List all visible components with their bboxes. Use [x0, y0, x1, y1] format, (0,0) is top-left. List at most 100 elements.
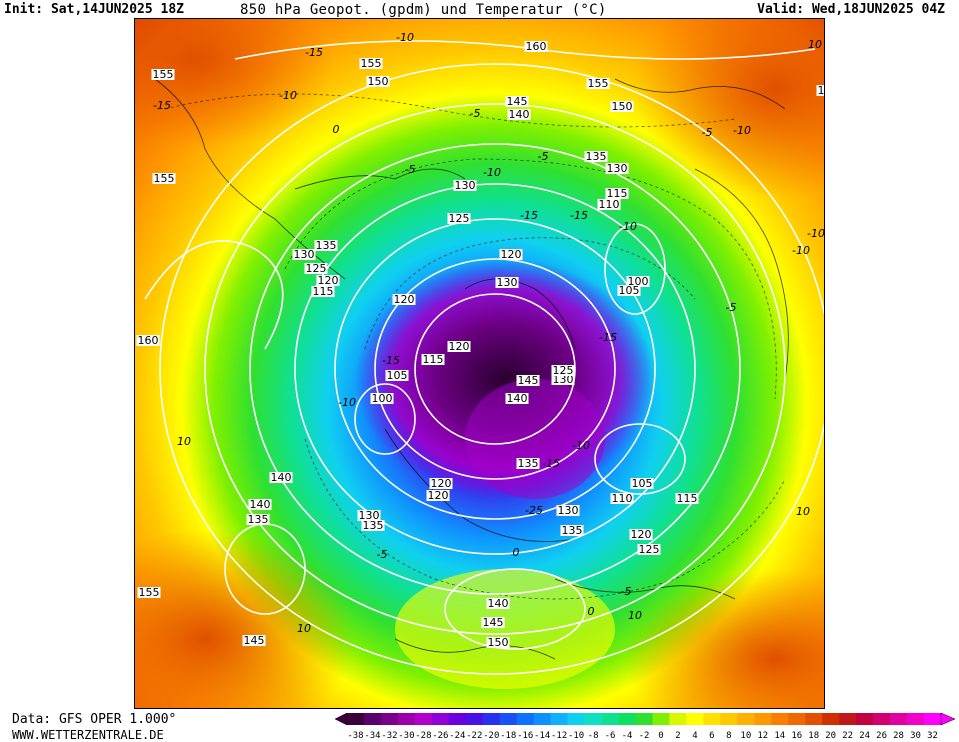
color-scale-bars: [335, 712, 956, 726]
scale-tick-label: 30: [910, 731, 921, 741]
data-source: Data: GFS OPER 1.000°: [12, 712, 177, 727]
scale-tick-label: -4: [622, 731, 633, 741]
scale-tick-label: -8: [588, 731, 599, 741]
geopotential-label-box: [246, 514, 270, 525]
geopotential-label: 135: [248, 513, 269, 526]
geopotential-label: 155: [139, 586, 160, 599]
temperature-label: -5: [726, 301, 737, 314]
scale-tick-label: 28: [893, 731, 904, 741]
geopotential-label-box: [605, 163, 629, 174]
temperature-label: -25: [525, 504, 543, 517]
geopotential-label-box: [516, 458, 540, 469]
scale-color-bin: [567, 713, 585, 725]
geopotential-label: 135: [316, 239, 337, 252]
geopotential-label: 120: [631, 528, 652, 541]
geopotential-label: 120: [394, 293, 415, 306]
temperature-label: -15: [599, 331, 617, 344]
warm-tongue-south: [395, 569, 615, 689]
scale-color-bin: [414, 713, 433, 725]
warm-area-sw: [135, 529, 355, 708]
scale-color-bin: [771, 713, 789, 725]
geopotential-label-box: [556, 505, 580, 516]
temperature-label: -10: [572, 439, 590, 452]
temperature-label: -15: [542, 457, 560, 470]
geopotential-label-box: [586, 78, 610, 89]
scale-color-bin: [448, 713, 467, 725]
scale-color-bin: [873, 713, 891, 725]
scale-color-bin: [380, 713, 399, 725]
scale-tick-label: -16: [517, 731, 533, 741]
geopotential-label: 130: [558, 504, 579, 517]
geopotential-label: 1: [818, 84, 825, 97]
geopotential-label-box: [385, 370, 409, 381]
scale-tick-label: 16: [791, 731, 802, 741]
temperature-label: 0: [588, 605, 595, 618]
scale-color-bin: [686, 713, 704, 725]
geopotential-label: 150: [612, 100, 633, 113]
geopotential-label-box: [316, 275, 340, 286]
geopotential-label-box: [610, 101, 634, 112]
geopotential-label-box: [248, 499, 272, 510]
scale-color-bin: [890, 713, 908, 725]
geopotential-label: 105: [387, 369, 408, 382]
geopotential-label: 155: [361, 57, 382, 70]
warm-area-se: [625, 569, 824, 708]
geopotential-label: 155: [154, 172, 175, 185]
temperature-label: 10: [796, 505, 810, 518]
temperature-label: -10: [619, 220, 637, 233]
scale-color-bin: [669, 713, 687, 725]
scale-color-bin: [839, 713, 857, 725]
geopotential-label-box: [311, 286, 335, 297]
scale-tick-label: -22: [466, 731, 482, 741]
geopotential-label-box: [429, 478, 453, 489]
geopotential-label-box: [447, 341, 471, 352]
geopotential-label-box: [486, 637, 510, 648]
temperature-label: -10: [396, 31, 414, 44]
geopotential-label: 160: [138, 334, 159, 347]
geopotential-label: 130: [359, 509, 380, 522]
chart-title: 850 hPa Geopot. (gpdm) und Temperatur (°…: [240, 2, 607, 18]
warm-area-ne: [635, 19, 824, 199]
temperature-label: -10: [733, 124, 751, 137]
geopotential-label: 135: [562, 524, 583, 537]
temperature-label: -15: [382, 354, 400, 367]
scale-color-bin: [822, 713, 840, 725]
temperature-label: -5: [621, 585, 632, 598]
geopotential-label-box: [357, 510, 381, 521]
geopotential-label: 115: [677, 492, 698, 505]
scale-arrow-right: [940, 712, 956, 726]
geopotential-label: 140: [507, 392, 528, 405]
geopotential-label-box: [370, 393, 394, 404]
temperature-label: -15: [153, 99, 171, 112]
weather-map: -15 -10 -15 -10 -5 0 -5 -10 -5 -15 -15 -10 -5 -10 -5 -1…: [134, 18, 825, 709]
geopotential-label-box: [505, 96, 529, 107]
geopotential-label-box: [137, 587, 161, 598]
scale-tick-label: 14: [774, 731, 785, 741]
geopotential-label: 115: [423, 353, 444, 366]
temperature-labels: -15 -10 -15 -10 -5 0 -5 -10 -5 -15 -15 -10 -5 -10 -5 -1…: [153, 31, 824, 635]
temperature-label: -5: [702, 126, 713, 139]
scale-color-bin: [635, 713, 653, 725]
geopotential-label-box: [507, 109, 531, 120]
geopotential-label: 140: [271, 471, 292, 484]
scale-tick-label: -28: [415, 731, 431, 741]
scale-color-bin: [499, 713, 518, 725]
geopotential-label: 130: [497, 276, 518, 289]
geopotential-label-box: [447, 213, 471, 224]
scale-color-bin: [737, 713, 755, 725]
geopotential-label: 145: [518, 374, 539, 387]
scale-tick-label: -24: [449, 731, 465, 741]
scale-tick-label: 0: [658, 731, 663, 741]
geopotential-label: 155: [588, 77, 609, 90]
geopotential-label: 100: [372, 392, 393, 405]
geopotential-label: 130: [294, 248, 315, 261]
temperature-label: 10: [628, 609, 642, 622]
temperature-label: 0: [333, 123, 340, 136]
geopotential-label-box: [560, 525, 584, 536]
scale-tick-label: 8: [726, 731, 731, 741]
temperature-label: -10: [338, 396, 356, 409]
temperature-label: 10: [297, 622, 311, 635]
geopotential-label-box: [151, 69, 175, 80]
temperature-label: -15: [520, 209, 538, 222]
